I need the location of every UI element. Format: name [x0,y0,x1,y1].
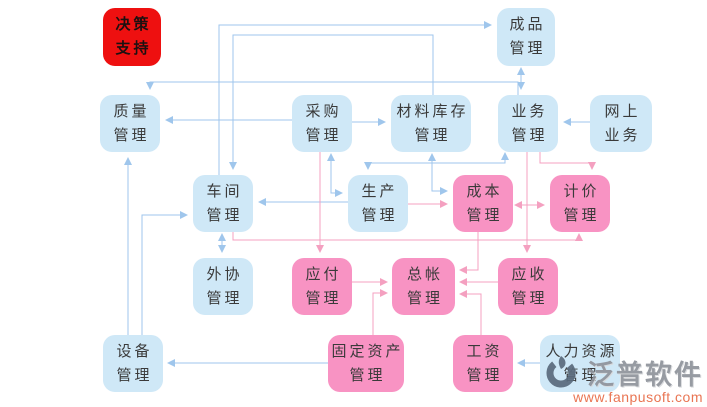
node-online-business: 网上 业务 [590,95,652,152]
node-purchase: 采购 管理 [292,95,352,152]
node-label: 管理 [563,207,600,224]
node-receivable: 应收 管理 [498,258,558,315]
node-finished-product: 成品 管理 [497,8,555,66]
node-label: 管理 [113,127,150,144]
node-label: 支持 [115,41,152,57]
node-label: 工资 [466,343,503,360]
connector-business-quality [146,81,519,95]
node-label: 质量 [113,103,150,120]
node-cost: 成本 管理 [453,175,513,232]
connector-equipment-workshop [141,211,188,335]
node-label: 计价 [563,183,600,200]
node-label: 管理 [349,367,386,384]
node-fixed-asset: 固定资产 管理 [328,335,404,392]
node-label: 管理 [509,41,546,57]
node-decision-support: 决策 支持 [103,8,161,66]
node-label: 采购 [305,103,342,120]
node-label: 管理 [206,207,243,224]
node-material-stock: 材料库存 管理 [391,95,471,152]
node-label: 管理 [466,367,503,384]
node-label: 管理 [361,207,398,224]
connector-business-pricing [539,152,596,170]
node-label: 应付 [305,266,342,283]
connector-purchase-production [327,153,343,197]
node-label: 成品 [509,17,546,33]
connector-business-production [364,152,509,170]
node-label: 管理 [305,127,342,144]
node-label: 管理 [414,127,451,144]
watermark-brand: 泛普软件 [587,360,703,390]
connector-material-stock-cost [428,153,448,195]
node-equipment: 设备 管理 [103,335,163,392]
node-label: 管理 [206,290,243,307]
node-label: 外协 [206,266,243,283]
node-outsourcing: 外协 管理 [193,258,253,315]
connector-salary-ledger [459,290,482,335]
node-quality: 质量 管理 [100,95,160,152]
node-business: 业务 管理 [498,95,558,152]
fanpu-logo-icon [543,354,579,397]
node-label: 生产 [361,183,398,200]
connector-material-stock-workshop [229,34,434,170]
watermark-url: www.fanpusoft.com [573,389,703,405]
node-label: 管理 [511,290,548,307]
node-label: 成本 [466,183,503,200]
node-label: 管理 [406,290,443,307]
node-label: 管理 [116,367,153,384]
node-label: 管理 [466,207,503,224]
node-label: 业务 [604,127,641,144]
node-label: 车间 [206,183,243,200]
node-label: 管理 [511,127,548,144]
connector-workshop-pricing [232,232,583,241]
node-label: 应收 [511,266,548,283]
connector-cost-ledger [459,232,479,274]
node-production: 生产 管理 [348,175,408,232]
node-label: 材料库存 [396,103,469,120]
node-label: 网上 [604,103,641,120]
node-label: 决策 [115,17,152,33]
node-label: 业务 [511,103,548,120]
node-label: 总帐 [406,266,443,283]
node-ledger: 总帐 管理 [392,258,455,315]
watermark: 泛普软件 www.fanpusoft.com [543,354,703,405]
node-label: 固定资产 [331,343,404,360]
node-pricing: 计价 管理 [550,175,610,232]
connector-fixed-asset-ledger [372,289,388,335]
node-label: 管理 [305,290,342,307]
connector-workshop-finished-product [218,21,492,175]
node-workshop: 车间 管理 [193,175,253,232]
node-salary: 工资 管理 [453,335,513,392]
node-label: 设备 [116,343,153,360]
node-payable: 应付 管理 [292,258,352,315]
node-label: 人力资源 [545,343,618,360]
